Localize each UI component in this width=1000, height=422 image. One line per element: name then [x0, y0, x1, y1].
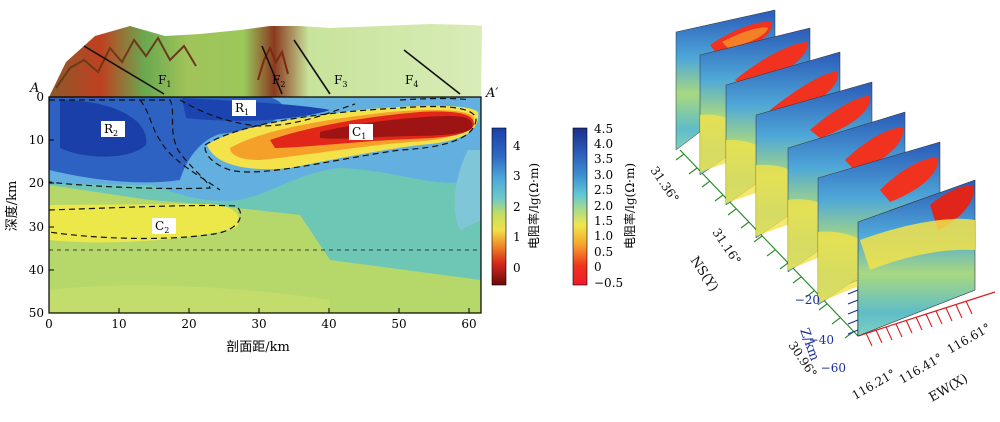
resistivity-section: R2 R1 C1 C2	[49, 97, 481, 313]
colorbar-3d-label: 电阻率/lg(Ω·m)	[622, 163, 637, 249]
section-frame	[48, 96, 482, 314]
colorbar-2d-scale	[491, 127, 507, 286]
ew-tick-label: 116.61°	[945, 320, 994, 356]
colorbar-3d-tick: 3.5	[594, 152, 613, 166]
colorbar-2d-tick: 0	[513, 261, 521, 275]
x-tick-label: 0	[45, 317, 53, 331]
anomaly-labels: R2 R1 C1 C2	[101, 100, 373, 235]
fault-line-f3	[293, 39, 331, 95]
ew-axis-labels: 116.21° 116.41° 116.61° EW(X)	[850, 320, 994, 405]
x-tick-label: 60	[461, 317, 476, 331]
y-tick-label: 10	[29, 133, 44, 147]
y-tick-label: 30	[29, 220, 44, 234]
colorbar-3d: 4.5 4.0 3.5 3.0 2.5 2.0 1.5 1.0 0.5 0 −0…	[572, 122, 637, 290]
colorbar-2d-tick: 1	[513, 230, 521, 244]
slice-7	[857, 179, 976, 337]
profile-start-label: A	[29, 81, 39, 96]
y-tick-label: 20	[29, 176, 44, 190]
colorbar-3d-tick: 2.0	[594, 199, 613, 213]
y-tick-label: 50	[29, 306, 44, 320]
ew-tick-label: 116.21°	[850, 366, 899, 402]
colorbar-2d-label: 电阻率/lg(Ω·m)	[526, 163, 541, 249]
colorbar-3d-tick: 1.5	[594, 214, 613, 228]
colorbar-3d-tick: 3.0	[594, 168, 613, 182]
colorbar-2d: 4 3 2 1 0 电阻率/lg(Ω·m)	[491, 127, 541, 286]
fault-line-f2	[261, 45, 283, 95]
fault-label-4: F4	[405, 73, 418, 89]
z-tick-label: −20	[795, 293, 820, 307]
anomaly-label-r1: R1	[235, 101, 249, 117]
y-tick-label: 0	[36, 90, 44, 104]
z-tick-label: −60	[821, 361, 846, 375]
colorbar-2d-ticks: 4 3 2 1 0	[513, 139, 521, 275]
slice-cube: 31.36° 31.16° 30.96° NS(Y) 116.21° 116.4…	[648, 9, 996, 405]
anomaly-label-box-r2	[101, 121, 125, 137]
fault-labels: F1 F2 F3 F4	[158, 73, 418, 89]
x-tick-label: 20	[181, 317, 196, 331]
colorbar-2d-tick: 3	[513, 169, 521, 183]
x-axis-ticks: 0 10 20 30 40 50 60	[45, 308, 477, 331]
colorbar-3d-scale	[572, 127, 588, 286]
anomaly-label-r2: R2	[104, 122, 118, 138]
colorbar-2d-tick: 2	[513, 200, 521, 214]
ns-axis-ticks	[675, 153, 854, 339]
anomaly-label-box-c2	[152, 218, 176, 234]
colorbar-2d-tick: 4	[513, 139, 521, 153]
colorbar-3d-tick: 1.0	[594, 229, 613, 243]
fault-label-2: F2	[272, 73, 285, 89]
ns-tick-label: 31.16°	[710, 226, 744, 267]
x-axis-label: 剖面距/km	[226, 340, 290, 355]
colorbar-3d-tick: 4.0	[594, 137, 613, 151]
ns-tick-label: 31.36°	[648, 164, 682, 205]
anomaly-label-box-c1	[349, 124, 373, 140]
x-tick-label: 40	[321, 317, 336, 331]
anomaly-label-box-r1	[232, 100, 256, 116]
ew-axis-ticks	[865, 300, 973, 347]
anomaly-label-c1: C1	[352, 125, 366, 141]
x-tick-label: 30	[251, 317, 266, 331]
y-tick-label: 40	[29, 263, 44, 277]
fault-label-3: F3	[334, 73, 347, 89]
colorbar-3d-tick: 0	[594, 260, 602, 274]
fault-line-f4	[403, 49, 461, 95]
ew-tick-label: 116.41°	[897, 350, 946, 386]
ns-axis-title: NS(Y)	[687, 254, 721, 295]
y-axis-label: 深度/km	[4, 181, 20, 232]
colorbar-3d-tick: 2.5	[594, 183, 613, 197]
colorbar-3d-tick: −0.5	[594, 276, 623, 290]
contour-lines	[49, 97, 481, 251]
fault-line-f1	[83, 45, 165, 95]
colorbar-3d-tick: 4.5	[594, 122, 613, 136]
anomaly-label-c2: C2	[155, 219, 169, 235]
x-tick-label: 50	[391, 317, 406, 331]
x-tick-label: 10	[111, 317, 126, 331]
colorbar-3d-tick: 0.5	[594, 245, 613, 259]
y-axis-ticks: 0 10 20 30 40 50	[29, 90, 54, 320]
terrain-relief	[49, 24, 482, 97]
profile-end-label: A′	[485, 86, 498, 101]
colorbar-3d-ticks: 4.5 4.0 3.5 3.0 2.5 2.0 1.5 1.0 0.5 0 −0…	[594, 122, 623, 290]
fault-label-1: F1	[158, 73, 171, 89]
ew-axis-title: EW(X)	[927, 371, 971, 405]
z-tick-label: −40	[809, 333, 834, 347]
